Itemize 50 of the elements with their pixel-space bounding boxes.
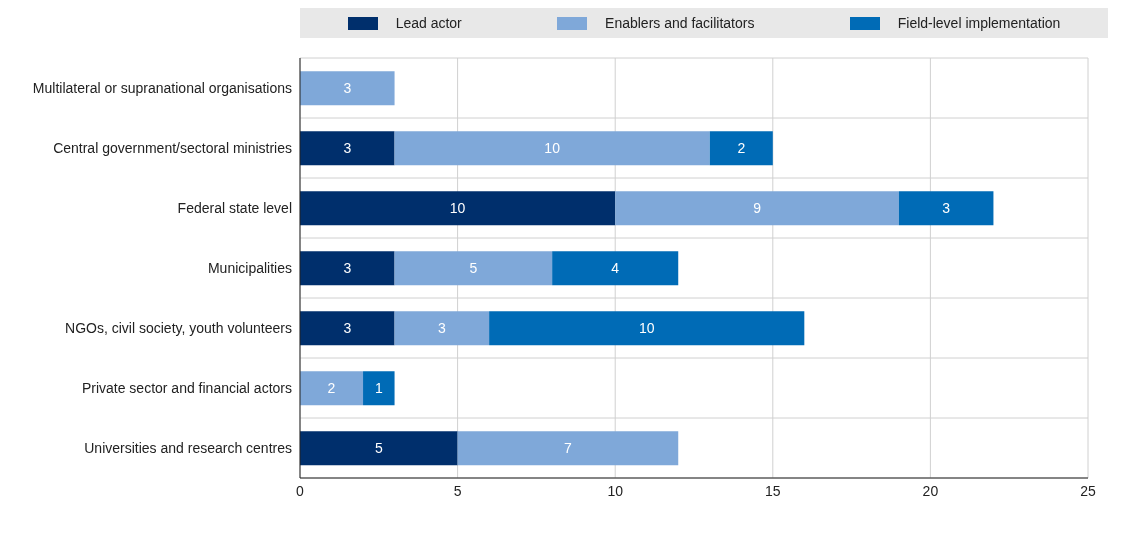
bar [898, 191, 994, 226]
data-label: 4 [611, 260, 620, 277]
y-tick-label: Central government/sectoral ministries [53, 139, 292, 156]
bar [363, 371, 395, 406]
bar [300, 131, 395, 166]
data-label: 3 [942, 200, 951, 217]
data-label: 2 [737, 140, 746, 157]
x-tick-label: 10 [607, 482, 624, 499]
y-tick-label: Municipalities [207, 259, 292, 276]
legend-label: Field-level implementation [897, 15, 1061, 31]
data-label: 9 [753, 200, 762, 217]
data-label: 3 [343, 140, 352, 157]
bar [457, 431, 679, 466]
data-label: 5 [374, 440, 383, 457]
data-label: 10 [638, 320, 655, 337]
data-label: 5 [469, 260, 478, 277]
y-tick-label: Multilateral or supranational organisations [32, 79, 292, 96]
data-label: 2 [327, 380, 336, 397]
data-label: 3 [343, 80, 352, 97]
legend-label: Enablers and facilitators [605, 15, 755, 31]
y-tick-label: NGOs, civil society, youth volunteers [65, 319, 292, 336]
bar [709, 131, 773, 166]
data-label: 1 [374, 380, 383, 397]
x-tick-label: 0 [296, 482, 305, 499]
x-tick-label: 25 [1080, 482, 1096, 499]
bar [615, 191, 899, 226]
data-label: 3 [437, 320, 446, 337]
bar [300, 251, 395, 286]
y-tick-label: Private sector and financial actors [81, 379, 292, 396]
y-tick-label: Federal state level [177, 199, 292, 216]
bar [300, 371, 364, 406]
bar [300, 71, 395, 106]
bar [300, 311, 395, 346]
x-tick-label: 5 [453, 482, 462, 499]
bar [394, 311, 490, 346]
data-label: 10 [544, 140, 561, 157]
data-label: 3 [343, 260, 352, 277]
x-tick-label: 15 [765, 482, 781, 499]
x-tick-label: 20 [922, 482, 939, 499]
bar [552, 251, 679, 286]
data-label: 10 [449, 200, 466, 217]
bar [394, 131, 710, 166]
legend-label: Lead actor [395, 15, 462, 31]
data-label: 3 [343, 320, 352, 337]
bar [300, 191, 616, 226]
y-tick-label: Universities and research centres [84, 439, 292, 456]
bar [394, 251, 553, 286]
bar [300, 431, 458, 466]
bar [489, 311, 805, 346]
data-label: 7 [564, 440, 573, 457]
